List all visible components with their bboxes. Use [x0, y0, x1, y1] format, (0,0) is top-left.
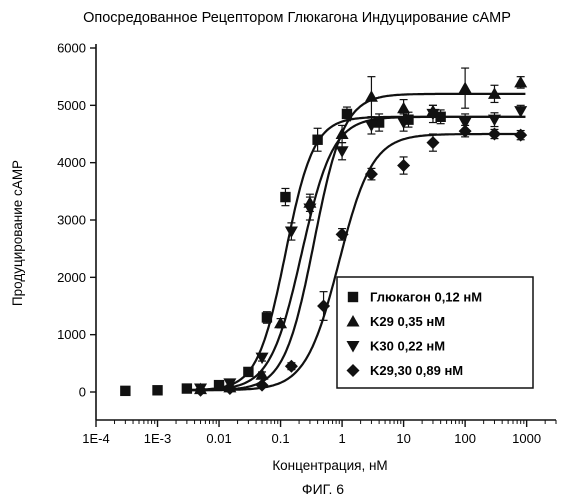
x-tick-label: 10 [396, 431, 410, 446]
data-point [397, 102, 410, 114]
y-tick-label: 4000 [57, 155, 86, 170]
x-tick-label: 1E-4 [82, 431, 109, 446]
data-point [336, 128, 349, 140]
data-point [312, 135, 322, 145]
data-point [214, 380, 224, 390]
data-point [280, 192, 290, 202]
y-axis-label: Продуцирование cAMP [10, 160, 25, 306]
data-point [365, 168, 378, 181]
data-point [514, 129, 527, 142]
data-point [342, 109, 352, 119]
x-tick-label: 0.1 [272, 431, 290, 446]
chart-title: Опосредованное Рецептором Глюкагона Инду… [83, 10, 511, 26]
x-tick-label: 1000 [512, 431, 541, 446]
y-tick-label: 5000 [57, 98, 86, 113]
data-point [120, 386, 130, 396]
data-point [256, 379, 269, 392]
legend-label: K29 0,35 нМ [370, 314, 445, 329]
x-tick-label: 0.01 [206, 431, 231, 446]
data-point [459, 82, 472, 94]
data-point [397, 159, 410, 172]
legend-marker [348, 292, 358, 302]
y-tick-label: 1000 [57, 327, 86, 342]
x-ticks: 1E-4 1E-3 0.01 0.1 1 10 100 1000 [82, 420, 556, 446]
y-tick-label: 0 [79, 385, 86, 400]
data-point [336, 146, 349, 158]
x-tick-label: 1E-3 [144, 431, 171, 446]
data-point [243, 367, 253, 377]
y-ticks: 0 1000 2000 3000 4000 5000 6000 [57, 41, 96, 400]
y-tick-label: 2000 [57, 270, 86, 285]
data-point [426, 136, 439, 149]
y-tick-label: 3000 [57, 213, 86, 228]
legend: Глюкагон 0,12 нМ K29 0,35 нМ K30 0,22 нМ K2… [337, 277, 533, 388]
data-point [459, 125, 472, 138]
y-tick-label: 6000 [57, 41, 86, 56]
figure-caption: ФИГ. 6 [302, 481, 344, 497]
data-point [514, 76, 527, 88]
data-point [303, 204, 316, 216]
x-axis-label: Концентрация, нМ [272, 458, 387, 473]
data-point [152, 385, 162, 395]
data-point [262, 312, 272, 322]
data-point [365, 90, 378, 102]
data-point [488, 115, 501, 127]
legend-label: K29,30 0,89 нМ [370, 363, 463, 378]
data-point [488, 128, 501, 141]
data-point [285, 226, 298, 238]
legend-label: Глюкагон 0,12 нМ [370, 290, 482, 305]
x-tick-label: 100 [454, 431, 476, 446]
x-tick-label: 1 [338, 431, 345, 446]
data-point [182, 383, 192, 393]
legend-label: K30 0,22 нМ [370, 339, 445, 354]
